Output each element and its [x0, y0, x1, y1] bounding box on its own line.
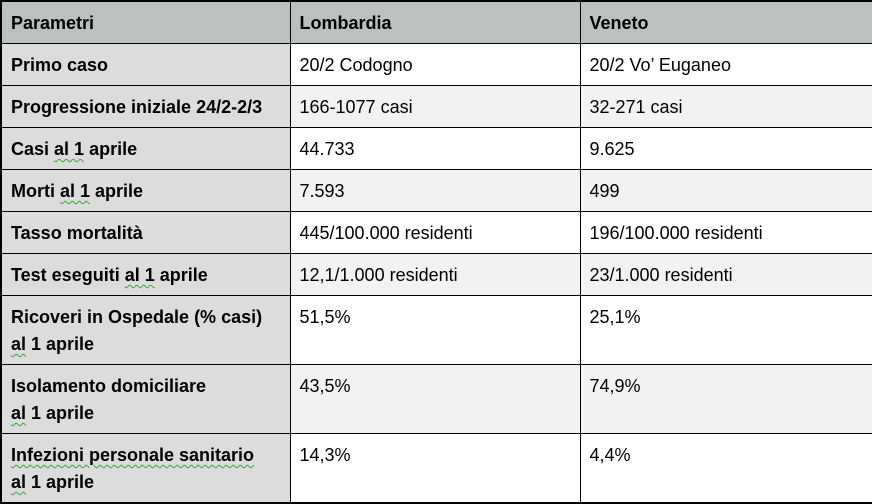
param-cell: Test eseguiti al 1 aprile	[0, 253, 291, 296]
param-label-text: Test eseguiti	[11, 265, 125, 285]
table-row: Primo caso 20/2 Codogno 20/2 Vo’ Euganeo	[0, 43, 872, 86]
veneto-value-cell: 74,9%	[579, 364, 872, 434]
param-label-text: Primo caso	[11, 55, 109, 75]
param-label-line: Test eseguiti al 1 aprile	[11, 262, 280, 289]
table-row: Tasso mortalità 445/100.000 residenti 196/…	[0, 211, 872, 254]
table-row: Test eseguiti al 1 aprile 12,1/1.000 resi…	[0, 253, 872, 296]
param-label-line: al 1 aprile	[11, 331, 280, 358]
param-label-line: al 1 aprile	[11, 469, 280, 496]
veneto-value-cell: 196/100.000 residenti	[579, 211, 872, 254]
param-label-text: Isolamento domiciliare	[11, 376, 207, 396]
param-label-line: Isolamento domiciliare	[11, 373, 280, 400]
param-cell: Ricoveri in Ospedale (% casi) al 1 aprile	[0, 295, 291, 365]
param-label-line: Morti al 1 aprile	[11, 178, 280, 205]
veneto-value-cell: 20/2 Vo’ Euganeo	[579, 43, 872, 86]
lombardia-value-cell: 12,1/1.000 residenti	[289, 253, 581, 296]
param-label-text: 1 aprile	[26, 472, 95, 492]
lombardia-value-cell: 44.733	[289, 127, 581, 170]
param-label-line: al 1 aprile	[11, 400, 280, 427]
table-row: Progressione iniziale 24/2-2/3 166-1077 c…	[0, 85, 872, 128]
grammar-squiggle-text: al 1	[60, 181, 91, 201]
param-cell: Progressione iniziale 24/2-2/3	[0, 85, 291, 128]
param-label-line: Ricoveri in Ospedale (% casi)	[11, 304, 280, 331]
veneto-value-cell: 499	[579, 169, 872, 212]
grammar-squiggle-text: al	[11, 403, 27, 423]
param-label-text: aprile	[84, 139, 138, 159]
header-row: Parametri Lombardia Veneto	[0, 0, 872, 44]
table-row: Infezioni personale sanitario al 1 aprile…	[0, 433, 872, 504]
table-row: Casi al 1 aprile 44.733 9.625	[0, 127, 872, 170]
grammar-squiggle-text: al 1	[124, 265, 155, 285]
veneto-value-cell: 32-271 casi	[579, 85, 872, 128]
param-label-text: 1 aprile	[26, 403, 95, 423]
table-row: Morti al 1 aprile 7.593 499	[0, 169, 872, 212]
param-cell: Morti al 1 aprile	[0, 169, 291, 212]
table-row: Isolamento domiciliare al 1 aprile 43,5% 74…	[0, 364, 872, 434]
grammar-squiggle-text: Infezioni personale sanitario	[11, 445, 255, 465]
table-row: Ricoveri in Ospedale (% casi) al 1 aprile…	[0, 295, 872, 365]
grammar-squiggle-text: al	[11, 472, 27, 492]
grammar-squiggle-text: al 1	[54, 139, 85, 159]
param-cell: Infezioni personale sanitario al 1 aprile	[0, 433, 291, 504]
param-label-line: Primo caso	[11, 52, 280, 79]
param-label-text: Tasso mortalità	[11, 223, 143, 243]
lombardia-value-cell: 166-1077 casi	[289, 85, 581, 128]
veneto-value-cell: 25,1%	[579, 295, 872, 365]
param-label-text: Ricoveri in Ospedale (% casi)	[11, 307, 263, 327]
table-body: Primo caso 20/2 Codogno 20/2 Vo’ Euganeo Pr…	[0, 43, 872, 504]
veneto-value-cell: 4,4%	[579, 433, 872, 504]
lombardia-value-cell: 20/2 Codogno	[289, 43, 581, 86]
header-cell-parametri: Parametri	[0, 0, 291, 44]
lombardia-value-cell: 7.593	[289, 169, 581, 212]
param-label-line: Infezioni personale sanitario	[11, 442, 280, 469]
param-label-line: Casi al 1 aprile	[11, 136, 280, 163]
param-cell: Isolamento domiciliare al 1 aprile	[0, 364, 291, 434]
param-label-text: Casi	[11, 139, 55, 159]
veneto-value-cell: 9.625	[579, 127, 872, 170]
veneto-value-cell: 23/1.000 residenti	[579, 253, 872, 296]
param-label-text: 1 aprile	[26, 334, 95, 354]
lombardia-value-cell: 51,5%	[289, 295, 581, 365]
param-cell: Primo caso	[0, 43, 291, 86]
param-label-text: Morti	[11, 181, 60, 201]
param-label-text: aprile	[90, 181, 144, 201]
param-label-text: aprile	[154, 265, 208, 285]
param-cell: Casi al 1 aprile	[0, 127, 291, 170]
param-cell: Tasso mortalità	[0, 211, 291, 254]
grammar-squiggle-text: al	[11, 334, 27, 354]
header-cell-veneto: Veneto	[579, 0, 872, 44]
param-label-line: Tasso mortalità	[11, 220, 280, 247]
param-label-line: Progressione iniziale 24/2-2/3	[11, 94, 280, 121]
lombardia-value-cell: 14,3%	[289, 433, 581, 504]
lombardia-value-cell: 43,5%	[289, 364, 581, 434]
param-label-text: Progressione iniziale 24/2-2/3	[11, 97, 263, 117]
header-cell-lombardia: Lombardia	[289, 0, 581, 44]
lombardia-value-cell: 445/100.000 residenti	[289, 211, 581, 254]
